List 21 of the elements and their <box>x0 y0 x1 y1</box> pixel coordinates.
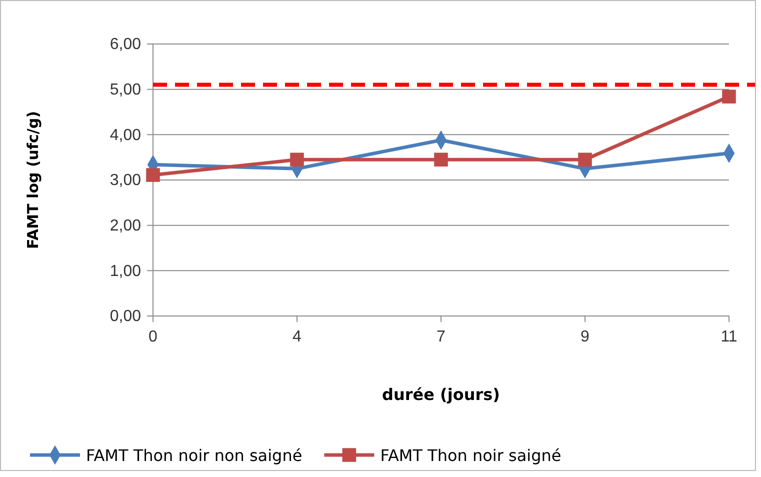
y-tick-label: 0,00 <box>110 308 142 326</box>
y-axis-title: FAMT log (ufc/g) <box>24 111 42 249</box>
point <box>434 152 448 166</box>
x-tick-label: 0 <box>148 328 158 346</box>
x-axis-title: durée (jours) <box>382 385 500 404</box>
y-tick-label: 5,00 <box>110 81 142 98</box>
y-tick-label: 2,00 <box>110 217 142 234</box>
x-tick-label: 11 <box>720 328 738 346</box>
x-tick-label: 4 <box>292 328 302 346</box>
y-tick-label: 3,00 <box>110 172 142 190</box>
legend-label: FAMT Thon noir non saigné <box>86 446 302 465</box>
point <box>578 152 592 166</box>
point <box>146 168 160 182</box>
x-tick-label: 7 <box>436 328 446 346</box>
x-tick-label: 9 <box>580 328 590 346</box>
point <box>290 152 304 166</box>
y-tick-label: 4,00 <box>110 126 142 144</box>
point <box>722 90 736 104</box>
y-tick-label: 1,00 <box>110 262 142 280</box>
y-tick-label: 6,00 <box>110 36 142 54</box>
legend-label: FAMT Thon noir saigné <box>380 446 562 465</box>
